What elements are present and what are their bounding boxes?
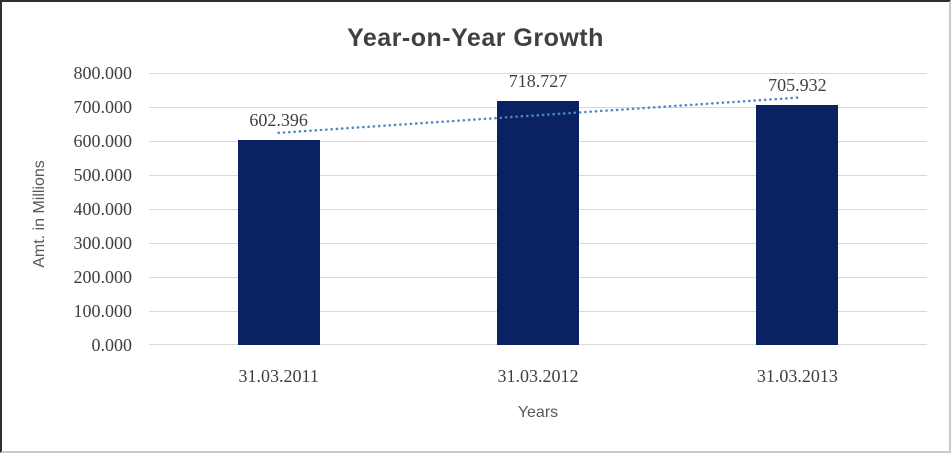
y-tick-label: 100.000: [73, 301, 133, 321]
x-axis-labels: 31.03.2011 31.03.2012 31.03.2013: [149, 365, 927, 387]
y-tick-label: 600.000: [73, 131, 133, 151]
gridline: [149, 73, 927, 74]
y-tick-label: 0.000: [91, 335, 133, 355]
y-tick-label: 200.000: [73, 267, 133, 287]
bar: [237, 140, 320, 345]
y-axis-labels: 800.000 700.000 600.000 500.000 400.000 300.0…: [40, 63, 133, 355]
bar-data-label: 718.727: [508, 70, 568, 91]
bar-data-label: 602.396: [249, 110, 308, 131]
y-tick-label: 800.000: [73, 63, 133, 83]
y-tick-label: 700.000: [73, 97, 133, 117]
bar-data-label: 705.932: [768, 74, 827, 95]
y-tick-label: 400.000: [73, 199, 133, 219]
x-tick-label: 31.03.2012: [497, 366, 579, 386]
x-tick-label: 31.03.2011: [238, 366, 319, 386]
bar: [756, 104, 839, 345]
x-axis-title: Years: [517, 404, 559, 421]
y-tick-label: 300.000: [73, 233, 133, 253]
plot-area: 602.396 718.727 705.932: [149, 70, 927, 345]
chart-title: Year-on-Year Growth: [347, 24, 604, 52]
bar: [497, 100, 579, 345]
x-tick-label: 31.03.2013: [756, 366, 838, 386]
y-tick-label: 500.000: [73, 165, 133, 185]
